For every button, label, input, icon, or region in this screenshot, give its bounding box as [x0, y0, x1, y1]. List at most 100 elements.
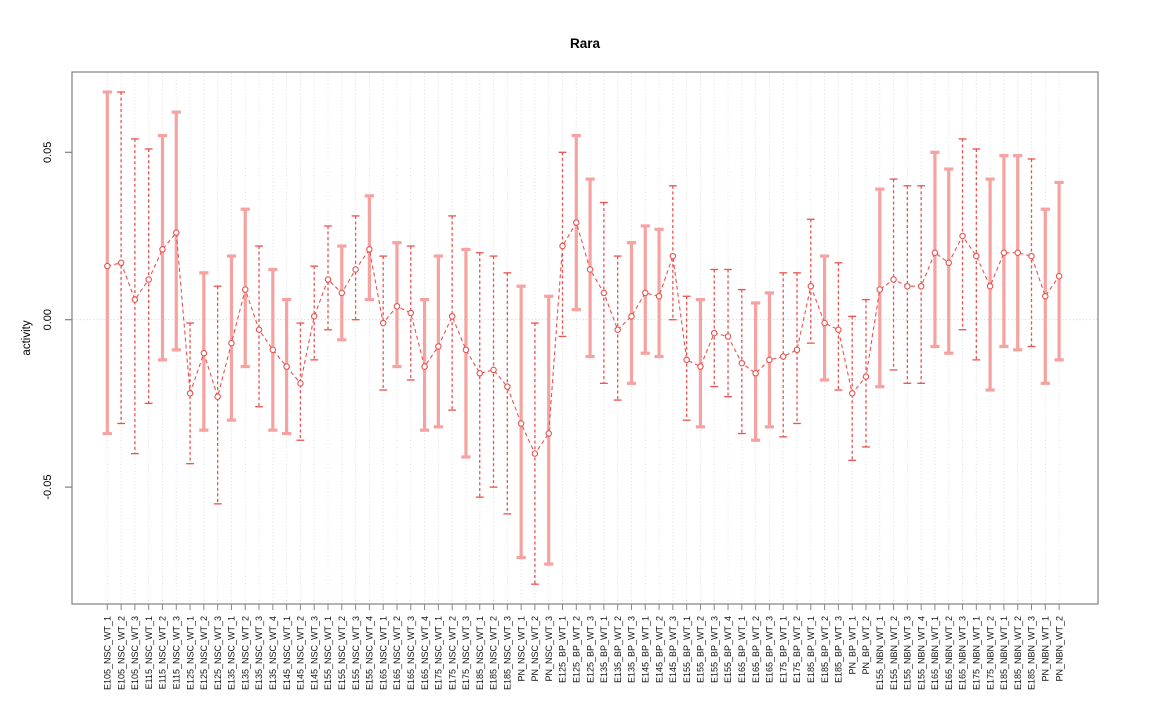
x-tick-label: E175_NSC_WT_3 — [461, 616, 471, 690]
y-tick-label: -0.05 — [42, 475, 54, 500]
x-tick-label: E155_BP_WT_2 — [696, 616, 706, 683]
chart-title: Rara — [570, 36, 601, 51]
y-tick-label: 0.00 — [42, 309, 54, 330]
plot-border — [71, 71, 1099, 605]
x-tick-label: E155_NSC_WT_4 — [365, 616, 375, 690]
data-point — [655, 293, 663, 300]
data-point — [766, 356, 773, 364]
x-tick-label: E175_BP_WT_1 — [778, 616, 788, 683]
data-point — [683, 356, 690, 364]
x-tick-label: E165_NSC_WT_2 — [392, 616, 402, 690]
data-point — [848, 390, 856, 397]
data-point — [752, 370, 759, 377]
x-tick-label: E125_NSC_WT_2 — [199, 616, 209, 690]
x-tick-label: E165_NBN_WT_2 — [944, 616, 954, 690]
data-point — [1014, 249, 1021, 256]
x-tick-label: E125_NSC_WT_3 — [213, 616, 223, 690]
data-point — [1028, 252, 1035, 260]
x-tick-label: E185_BP_WT_2 — [820, 616, 830, 683]
x-tick-label: E155_NBN_WT_1 — [875, 616, 885, 690]
x-tick-label: E155_BP_WT_3 — [709, 616, 719, 683]
x-tick-label: PN_NSC_WT_3 — [544, 616, 554, 682]
data-point — [117, 259, 125, 267]
x-tick-label: E155_NBN_WT_3 — [903, 616, 913, 690]
x-tick-label: PN_NBN_WT_2 — [1054, 616, 1064, 682]
data-point — [241, 286, 249, 293]
data-point — [159, 246, 166, 253]
data-point — [517, 420, 525, 427]
x-tick-label: E135_NSC_WT_2 — [240, 616, 250, 690]
y-axis-label: activity — [21, 320, 33, 355]
x-tick-label: PN_NSC_WT_1 — [516, 616, 526, 682]
data-point — [504, 383, 511, 390]
data-point — [338, 289, 346, 297]
data-point — [559, 242, 566, 250]
data-point — [904, 282, 911, 290]
x-tick-label: E155_NSC_WT_3 — [351, 616, 361, 690]
data-point — [917, 282, 925, 290]
x-tick-label: E165_BP_WT_2 — [751, 616, 761, 683]
data-point — [986, 282, 994, 290]
x-tick-label: E185_NBN_WT_1 — [999, 616, 1009, 690]
data-point — [835, 326, 842, 333]
data-point — [1000, 249, 1008, 256]
data-point — [669, 252, 677, 260]
data-point — [890, 276, 897, 283]
x-tick-label: E125_BP_WT_3 — [585, 616, 595, 683]
x-tick-label: E185_NSC_WT_1 — [475, 616, 485, 690]
x-tick-label: E185_NSC_WT_2 — [489, 616, 499, 690]
x-tick-label: E165_NBN_WT_3 — [958, 616, 968, 690]
data-point — [1055, 272, 1063, 280]
data-point — [269, 346, 277, 354]
data-point — [407, 309, 415, 317]
data-point — [959, 232, 966, 240]
data-point — [779, 353, 787, 360]
data-point — [145, 276, 152, 283]
x-tick-label: E105_NSC_WT_3 — [130, 616, 140, 690]
data-point — [600, 289, 608, 297]
data-point — [448, 313, 456, 320]
data-point — [945, 259, 952, 267]
x-tick-label: E165_NSC_WT_1 — [378, 616, 388, 690]
data-point — [435, 343, 442, 350]
x-tick-label: E185_BP_WT_3 — [834, 616, 844, 683]
data-point — [573, 219, 580, 226]
x-tick-label: E175_NSC_WT_1 — [434, 616, 444, 690]
data-point — [283, 363, 290, 370]
x-tick-label: E155_NBN_WT_4 — [916, 616, 926, 690]
x-tick-label: PN_NSC_WT_2 — [530, 616, 540, 682]
x-tick-label: E135_NSC_WT_4 — [268, 616, 278, 690]
data-point — [352, 266, 359, 273]
data-point — [214, 393, 221, 400]
x-tick-label: E135_NSC_WT_3 — [254, 616, 264, 690]
x-tick-label: E185_NSC_WT_3 — [503, 616, 513, 690]
data-point — [393, 303, 401, 310]
data-point — [586, 266, 594, 273]
plot-area: -0.05 0.00 0.05 E105_NSC_WT_1 E105_NSC_WT_2 E… — [42, 71, 1099, 690]
data-point — [324, 276, 332, 283]
x-tick-label: E175_NBN_WT_2 — [985, 616, 995, 690]
x-tick-label: E175_NSC_WT_2 — [447, 616, 457, 690]
x-tick-label: E165_NBN_WT_1 — [930, 616, 940, 690]
data-point — [793, 346, 801, 354]
data-point — [1042, 293, 1049, 300]
x-tick-label: E135_BP_WT_2 — [613, 616, 623, 683]
data-point — [200, 349, 208, 357]
data-point — [807, 282, 815, 290]
x-tick-label: E135_BP_WT_3 — [627, 616, 637, 683]
data-point — [173, 229, 180, 236]
data-point — [104, 262, 111, 270]
data-point — [490, 366, 497, 374]
x-tick-label: E175_NBN_WT_1 — [972, 616, 982, 690]
data-point — [531, 450, 539, 457]
x-tick-label: E105_NSC_WT_2 — [116, 616, 126, 690]
x-tick-label: E185_NBN_WT_2 — [1013, 616, 1023, 690]
data-point — [642, 289, 649, 297]
x-tick-label: E165_BP_WT_1 — [737, 616, 747, 683]
x-tick-label: E165_NSC_WT_3 — [406, 616, 416, 690]
x-tick-label: E155_NSC_WT_2 — [337, 616, 347, 690]
data-point — [545, 430, 552, 437]
x-tick-label: E125_BP_WT_1 — [558, 616, 568, 683]
